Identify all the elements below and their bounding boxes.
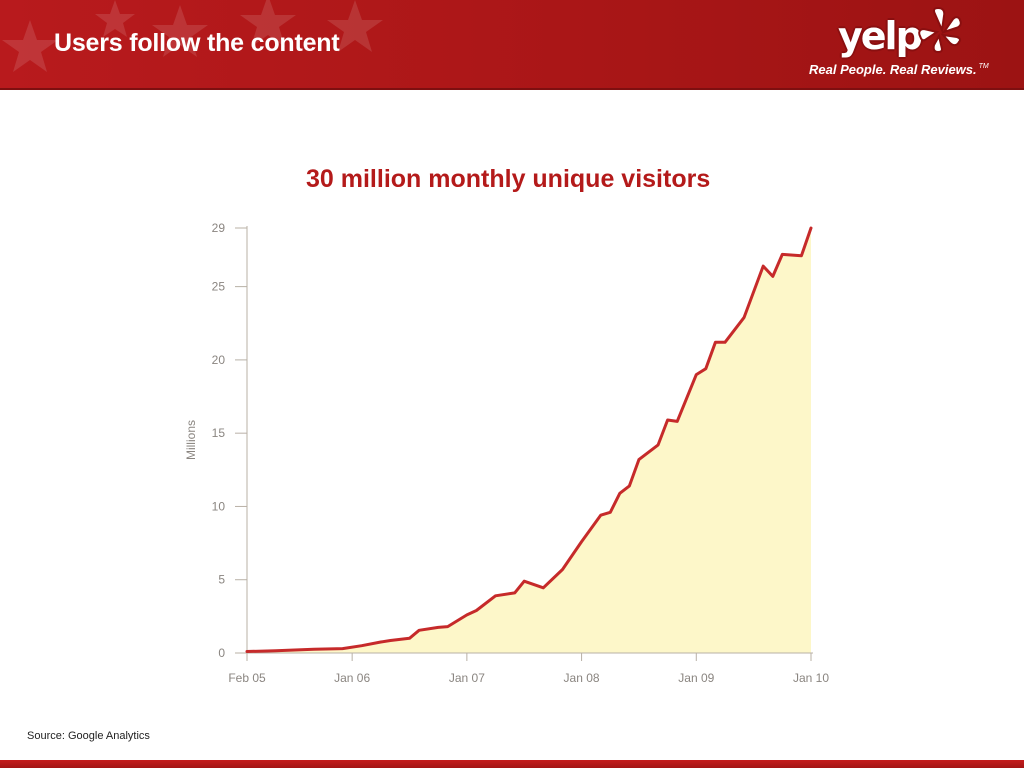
yelp-burst-icon: [918, 6, 962, 54]
series-line: [245, 226, 813, 653]
series-area: [247, 228, 811, 653]
x-tick-label: Jan 06: [334, 671, 370, 685]
x-tick-label: Jan 10: [793, 671, 829, 685]
y-tick-label: 15: [212, 426, 226, 440]
x-tick-label: Jan 09: [678, 671, 714, 685]
y-tick-label: 0: [218, 646, 225, 660]
y-tick-label: 25: [212, 280, 226, 294]
decorative-stars: [2, 0, 383, 72]
chart-heading: 30 million monthly unique visitors: [306, 165, 711, 193]
x-tick-label: Jan 07: [449, 671, 485, 685]
logo-wordmark: yelp: [838, 14, 923, 58]
y-axis-label: Millions: [184, 420, 198, 460]
yelp-logo: yelp Real People. Real Reviews. TM: [808, 6, 1013, 86]
y-tick-label: 29: [212, 221, 226, 235]
footer-divider: [0, 760, 1024, 768]
source-note: Source: Google Analytics: [27, 730, 150, 742]
header-divider: [0, 88, 1024, 90]
y-tick-label: 20: [212, 353, 226, 367]
header-banner: Users follow the content yelp Real Peopl…: [0, 0, 1024, 90]
visitors-chart: 0 5 10 15 20 25 29 Feb 05 Jan 06 Jan 07 Jan 08 Jan …: [184, 221, 829, 685]
y-tick-label: 10: [212, 499, 226, 513]
x-tick-label: Jan 08: [564, 671, 600, 685]
y-tick-label: 5: [218, 573, 225, 587]
slide-title: Users follow the content: [54, 29, 340, 57]
chart-container: 0 5 10 15 20 25 29 Feb 05 Jan 06 Jan 07 Jan 08 Jan …: [170, 200, 844, 708]
x-tick-label: Feb 05: [228, 671, 266, 685]
logo-tagline: Real People. Real Reviews. TM: [809, 62, 989, 77]
trademark-mark: TM: [978, 63, 989, 70]
